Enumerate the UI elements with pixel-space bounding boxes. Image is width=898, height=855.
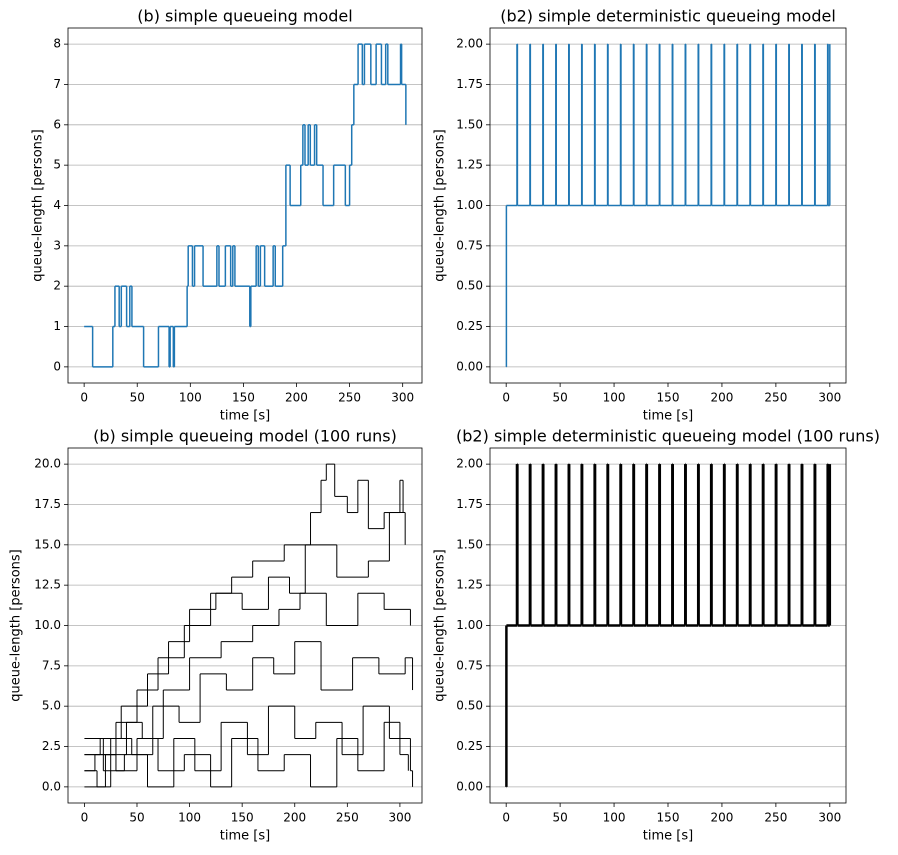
y-tick-label: 1.00 <box>456 618 483 632</box>
y-tick-label: 1.50 <box>456 117 483 131</box>
y-tick-label: 10.0 <box>34 618 61 632</box>
y-tick-label: 1.75 <box>456 497 483 511</box>
x-axis-label: time [s] <box>220 409 270 424</box>
x-tick-label: 150 <box>657 811 680 825</box>
x-tick-label: 200 <box>285 391 308 405</box>
y-tick-label: 15.0 <box>34 537 61 551</box>
y-tick-label: 0.75 <box>456 238 483 252</box>
y-tick-label: 0.0 <box>42 779 61 793</box>
y-tick-label: 1.25 <box>456 578 483 592</box>
x-axis-label: time [s] <box>643 409 693 424</box>
y-tick-label: 5.0 <box>42 699 61 713</box>
x-tick-label: 150 <box>232 391 255 405</box>
x-axis-label: time [s] <box>643 829 693 844</box>
plot-area <box>84 463 414 788</box>
x-tick-label: 150 <box>231 811 254 825</box>
y-tick-label: 1.25 <box>456 158 483 172</box>
y-tick-label: 2 <box>53 279 61 293</box>
x-tick-label: 300 <box>818 811 841 825</box>
y-tick-label: 8 <box>53 37 61 51</box>
y-tick-label: 0.25 <box>456 739 483 753</box>
axes-frame <box>67 27 423 384</box>
y-tick-label: 2.00 <box>456 37 483 51</box>
x-tick-label: 100 <box>603 811 626 825</box>
y-axis-label: queue-length [persons] <box>433 549 448 701</box>
y-tick-label: 1.50 <box>456 537 483 551</box>
x-tick-label: 50 <box>129 811 144 825</box>
y-tick-label: 0.25 <box>456 319 483 333</box>
y-axis-label: queue-length [persons] <box>9 549 24 701</box>
y-tick-label: 6 <box>53 117 61 131</box>
y-tick-label: 7.5 <box>42 658 61 672</box>
axes-frame <box>67 447 423 804</box>
y-axis-label: queue-length [persons] <box>31 129 46 281</box>
y-tick-label: 0 <box>53 359 61 373</box>
x-tick-label: 200 <box>710 391 733 405</box>
x-tick-label: 200 <box>283 811 306 825</box>
y-tick-label: 0.50 <box>456 699 483 713</box>
x-tick-label: 250 <box>338 391 361 405</box>
y-tick-label: 1 <box>53 319 61 333</box>
chart-title: (b) simple queueing model <box>137 7 352 26</box>
x-axis-label: time [s] <box>220 829 270 844</box>
axes-frame <box>489 447 847 804</box>
plot-area <box>505 43 831 368</box>
plot-area <box>84 43 407 368</box>
y-tick-label: 2.00 <box>456 457 483 471</box>
y-tick-label: 12.5 <box>34 578 61 592</box>
x-tick-label: 150 <box>657 391 680 405</box>
x-tick-label: 100 <box>603 391 626 405</box>
x-tick-label: 50 <box>552 811 567 825</box>
y-tick-label: 1.00 <box>456 198 483 212</box>
y-tick-label: 0.75 <box>456 658 483 672</box>
plot-area <box>505 462 832 789</box>
y-tick-label: 0.00 <box>456 359 483 373</box>
x-tick-label: 300 <box>391 391 414 405</box>
chart-title: (b2) simple deterministic queueing model <box>500 7 836 26</box>
x-tick-label: 250 <box>336 811 359 825</box>
x-tick-label: 50 <box>552 391 567 405</box>
x-tick-label: 0 <box>80 391 88 405</box>
y-tick-label: 0.00 <box>456 779 483 793</box>
y-tick-label: 1.75 <box>456 77 483 91</box>
axes-frame <box>489 27 847 384</box>
chart-title: (b) simple queueing model (100 runs) <box>93 427 397 446</box>
x-tick-label: 50 <box>130 391 145 405</box>
x-tick-label: 0 <box>81 811 89 825</box>
y-tick-label: 5 <box>53 158 61 172</box>
y-tick-label: 3 <box>53 238 61 252</box>
chart-title: (b2) simple deterministic queueing model… <box>456 427 880 446</box>
x-tick-label: 200 <box>710 811 733 825</box>
y-tick-label: 17.5 <box>34 497 61 511</box>
x-tick-label: 100 <box>178 811 201 825</box>
y-tick-label: 4 <box>53 198 61 212</box>
x-tick-label: 250 <box>764 811 787 825</box>
x-tick-label: 250 <box>764 391 787 405</box>
x-tick-label: 0 <box>502 811 510 825</box>
y-axis-label: queue-length [persons] <box>433 129 448 281</box>
y-tick-label: 20.0 <box>34 457 61 471</box>
x-tick-label: 300 <box>818 391 841 405</box>
y-tick-label: 2.5 <box>42 739 61 753</box>
y-tick-label: 0.50 <box>456 279 483 293</box>
x-tick-label: 0 <box>502 391 510 405</box>
x-tick-label: 100 <box>179 391 202 405</box>
x-tick-label: 300 <box>388 811 411 825</box>
y-tick-label: 7 <box>53 77 61 91</box>
